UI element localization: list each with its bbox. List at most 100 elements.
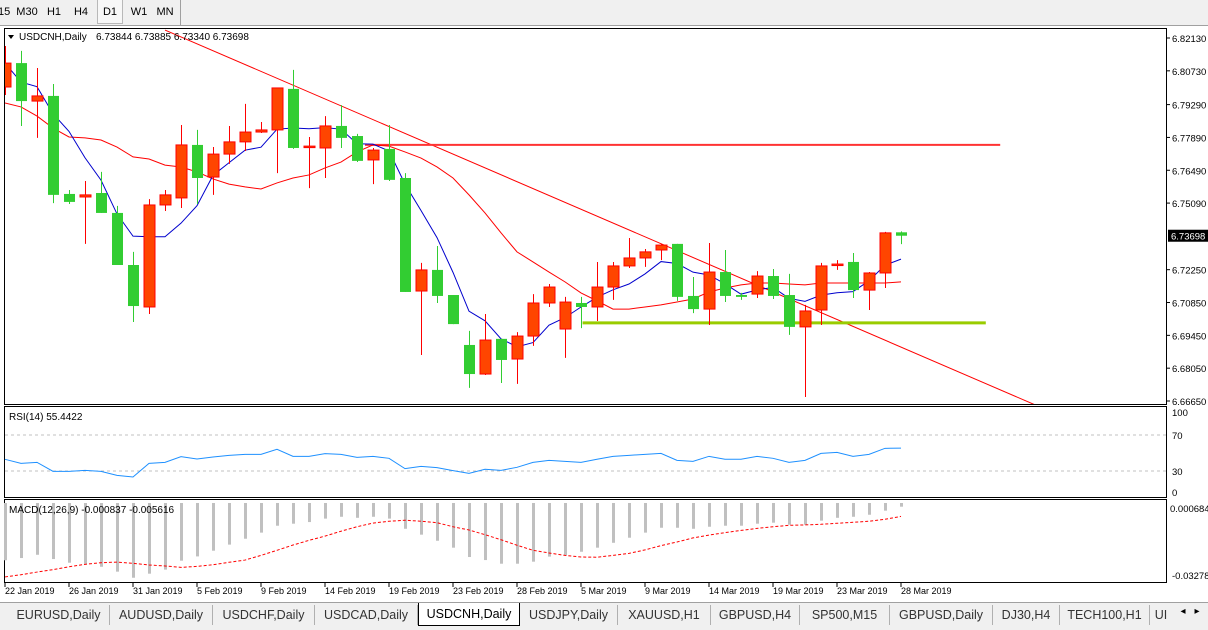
candle-body: [623, 257, 636, 267]
candle-body: [784, 295, 795, 327]
macd-histogram-bar: [100, 503, 103, 567]
timeframe-h1-button[interactable]: H1: [46, 6, 62, 18]
candle-body: [591, 286, 604, 308]
tab-usdcnh-daily[interactable]: USDCNH,Daily: [418, 603, 520, 626]
tab-dj30-h4[interactable]: DJ30,H4: [993, 605, 1060, 625]
candle-body: [175, 144, 188, 199]
ohlc-readout: 6.73844 6.73885 6.73340 6.73698: [96, 32, 249, 43]
macd-histogram-bar: [740, 503, 743, 526]
candle-body: [768, 276, 779, 296]
macd-histogram-bar: [340, 503, 343, 517]
price-axis-label: 6.69450: [1172, 331, 1206, 342]
macd-histogram-bar: [84, 503, 87, 564]
macd-histogram-bar: [404, 503, 407, 529]
candle-body: [799, 310, 812, 328]
tab-tech100-h1[interactable]: TECH100,H1: [1060, 605, 1150, 625]
tab-usdcad-daily[interactable]: USDCAD,Daily: [315, 605, 418, 625]
date-axis-label: 26 Jan 2019: [69, 586, 119, 596]
macd-histogram-bar: [596, 503, 599, 548]
timeframe-h4-button[interactable]: H4: [73, 6, 89, 18]
timeframe-m30-button[interactable]: M30: [16, 6, 38, 18]
macd-histogram-bar: [484, 503, 487, 561]
date-axis-label: 28 Mar 2019: [901, 586, 952, 596]
macd-histogram-bar: [548, 503, 551, 557]
main-price-panel: [4, 28, 1167, 405]
candle-bearish: [688, 276, 699, 314]
macd-histogram-bar: [660, 503, 663, 528]
timeframe-d1-button[interactable]: D1: [97, 0, 123, 24]
candle-body: [112, 212, 123, 265]
macd-histogram-bar: [260, 503, 263, 533]
rsi-panel: [4, 406, 1167, 498]
collapse-triangle-icon[interactable]: [8, 35, 14, 39]
macd-histogram-bar: [212, 503, 215, 551]
macd-histogram-bar: [196, 503, 199, 557]
candle-body: [48, 95, 59, 195]
candle-bearish: [736, 292, 747, 300]
rsi-axis-label: 30: [1172, 467, 1183, 478]
candle-body: [448, 295, 459, 325]
candle-bullish: [255, 121, 268, 133]
arrow-right-icon[interactable]: ▸: [1194, 606, 1200, 617]
macd-histogram-bar: [116, 503, 119, 572]
timeframe-w1-button[interactable]: W1: [130, 6, 148, 18]
rsi-axis-label: 100: [1172, 408, 1188, 419]
candle-bearish: [48, 83, 59, 204]
macd-axis-label: 0.000684: [1170, 504, 1208, 515]
date-axis-label: 5 Feb 2019: [197, 586, 243, 596]
candle-bullish: [143, 199, 156, 315]
candle-body: [288, 88, 299, 148]
macd-histogram-bar: [20, 503, 23, 559]
tab-usdchf-daily[interactable]: USDCHF,Daily: [213, 605, 315, 625]
candle-bullish: [655, 243, 668, 261]
price-axis-label: 6.66650: [1172, 397, 1206, 408]
candle-bearish: [672, 243, 683, 301]
candle-body: [96, 193, 107, 213]
candle-body: [479, 339, 492, 375]
candle-bullish: [751, 271, 764, 299]
tab-audusd-daily[interactable]: AUDUSD,Daily: [110, 605, 213, 625]
tab-usdjpy-daily[interactable]: USDJPY,Daily: [520, 605, 618, 625]
candle-bearish: [112, 205, 123, 265]
candle-bullish: [31, 68, 44, 138]
candle-body: [128, 264, 139, 307]
candle-body: [384, 148, 395, 180]
macd-histogram-bar: [68, 503, 71, 563]
candle-bearish: [848, 253, 859, 299]
candle-bullish: [543, 283, 556, 307]
candle-body: [255, 129, 268, 133]
candle-body: [559, 301, 572, 330]
tab-truncated[interactable]: UI: [1154, 608, 1168, 622]
candle-bullish: [159, 189, 172, 212]
candle-body: [192, 144, 203, 178]
macd-histogram-bar: [676, 503, 679, 528]
candle-bearish: [432, 246, 443, 303]
candle-body: [16, 63, 27, 102]
candle-body: [303, 145, 316, 149]
candle-bearish: [96, 171, 107, 213]
tab-eurusd-daily[interactable]: EURUSD,Daily: [8, 605, 110, 625]
tab-gbpusd-h4[interactable]: GBPUSD,H4: [711, 605, 800, 625]
candle-body: [511, 335, 524, 360]
macd-histogram-bar: [148, 503, 151, 574]
macd-histogram-bar: [532, 503, 535, 562]
timeframe-mn-button[interactable]: MN: [156, 6, 174, 18]
arrow-left-icon[interactable]: ◂: [1180, 606, 1186, 617]
candle-bullish: [639, 249, 652, 267]
chart-window[interactable]: 6.82130 6.80730 6.79290 6.77890 6.76490 6.750…: [0, 0, 1208, 602]
tab-xauusd-h1[interactable]: XAUUSD,H1: [618, 605, 711, 625]
tab-gbpusd-daily[interactable]: GBPUSD,Daily: [890, 605, 993, 625]
candle-body: [639, 251, 652, 259]
timeframe-m15-button[interactable]: 15: [0, 6, 11, 18]
candle-body: [607, 265, 620, 288]
candle-body: [751, 275, 764, 295]
candle-bearish: [464, 330, 475, 388]
candle-bearish: [400, 173, 411, 292]
candle-body: [207, 153, 220, 178]
candle-body: [432, 269, 443, 296]
candle-body: [863, 272, 876, 291]
candle-body: [815, 265, 828, 311]
macd-histogram-bar: [36, 503, 39, 555]
tab-sp500-m15[interactable]: SP500,M15: [800, 605, 890, 625]
candle-body: [352, 136, 363, 161]
